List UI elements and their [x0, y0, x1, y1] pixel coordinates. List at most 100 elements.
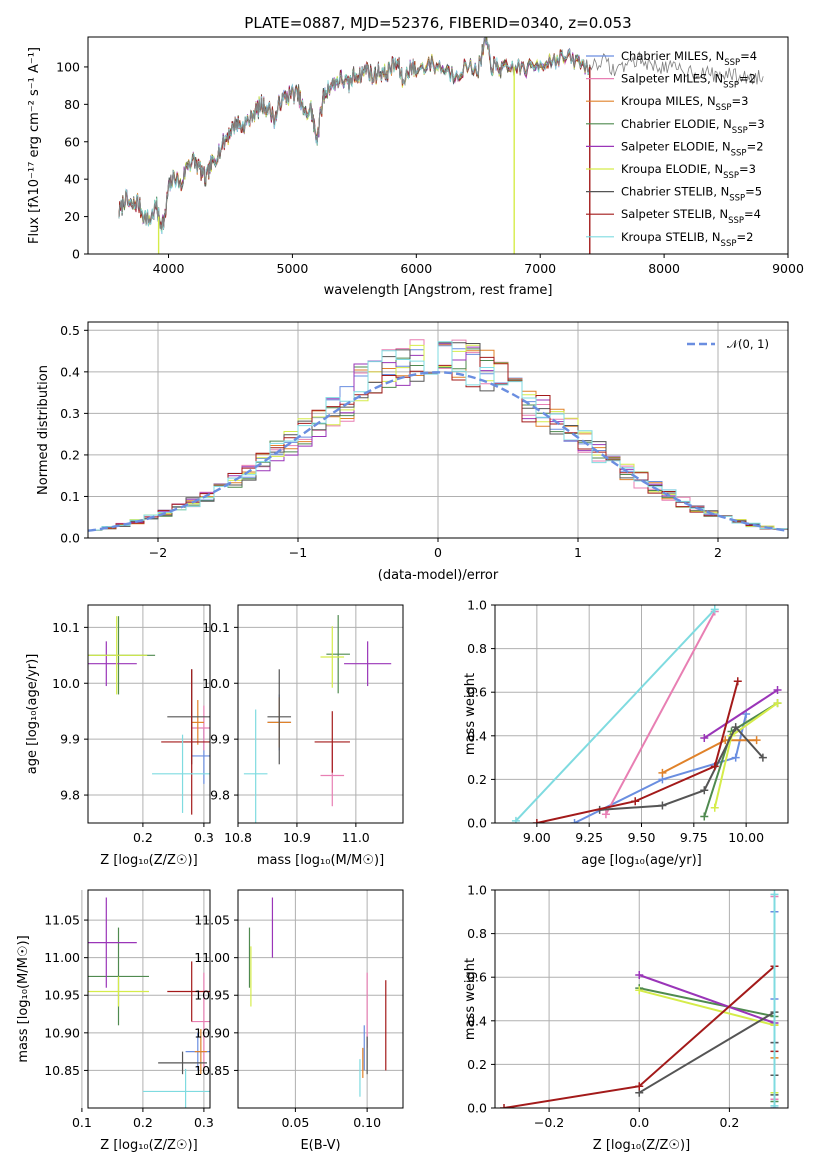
y-tick-label: 11.00	[194, 950, 230, 965]
x-axis-label: mass [log₁₀(M/M☉)]	[257, 853, 384, 868]
mass-weight-marker	[631, 797, 640, 806]
mass-weight-marker	[511, 816, 520, 823]
x-tick-label: 8000	[648, 261, 680, 276]
panel-3-axes	[234, 605, 403, 827]
y-tick-label: 10.1	[202, 620, 230, 635]
x-tick-label: 0.3	[194, 830, 214, 845]
x-tick-label: 7000	[524, 261, 556, 276]
mass-weight-line	[536, 681, 739, 823]
mass-weight-line	[515, 608, 716, 822]
mass-weight-marker	[532, 819, 541, 823]
mass-weight-marker	[500, 1104, 509, 1108]
y-axis-label: mass weight	[463, 673, 478, 755]
x-axis-label: Z [log₁₀(Z/Z☉)]	[100, 853, 197, 868]
panel-7-frame	[494, 889, 789, 1109]
errorbar-plot-6	[248, 897, 387, 1097]
errorbar-plot-2	[88, 616, 210, 815]
x-tick-label: 10.8	[224, 830, 252, 845]
x-axis-label: E(B-V)	[300, 1138, 340, 1153]
y-tick-label: 10.95	[194, 988, 230, 1003]
observed-spectrum-line	[118, 37, 764, 231]
x-tick-label: 9.00	[523, 830, 551, 845]
panel-6-frame	[237, 889, 404, 1109]
y-tick-label: 0.0	[467, 1101, 487, 1116]
mass-weight-marker	[570, 819, 579, 823]
x-tick-label: 9.50	[628, 830, 656, 845]
x-axis-label: Z [log₁₀(Z/Z☉)]	[593, 1138, 690, 1153]
y-tick-label: 11.05	[194, 913, 230, 928]
mass-weight-marker	[733, 677, 742, 686]
x-tick-label: 0.10	[353, 1115, 381, 1130]
mass-weight-marker	[731, 753, 740, 762]
errorbar-plot-3	[243, 615, 392, 823]
y-tick-label: 10.1	[52, 620, 80, 635]
x-tick-label: 10.00	[728, 830, 764, 845]
y-tick-label: 0.6	[467, 685, 487, 700]
y-axis-label: Flux [fλ10⁻¹⁷ erg cm⁻² s⁻¹ A⁻¹]	[27, 47, 42, 244]
x-tick-label: 0.2	[133, 1115, 153, 1130]
panel-2-frame	[87, 604, 211, 824]
mass-weight-marker	[770, 890, 779, 899]
x-tick-label: 5000	[277, 261, 309, 276]
mass-weight-line	[574, 713, 748, 823]
y-tick-label: 10.0	[52, 676, 80, 691]
legend-label: 𝒩(0, 1)	[727, 337, 769, 351]
y-tick-label: 10.85	[194, 1063, 230, 1078]
x-tick-label: −2	[149, 545, 167, 560]
panel-0-frame	[87, 36, 789, 255]
y-tick-label: 10.85	[44, 1063, 80, 1078]
y-tick-label: 10.95	[44, 988, 80, 1003]
y-tick-label: 0.4	[60, 364, 80, 379]
x-tick-label: 9.25	[575, 830, 603, 845]
y-tick-label: 0.8	[467, 926, 487, 941]
x-tick-label: 0.05	[281, 1115, 309, 1130]
mass-weight-marker	[752, 736, 761, 745]
mass-weight-line	[638, 974, 775, 1024]
spectrum-title: PLATE=0887, MJD=52376, FIBERID=0340, z=0…	[244, 14, 631, 32]
x-tick-label: 6000	[400, 261, 432, 276]
y-tick-label: 60	[64, 134, 80, 149]
panel-5-frame	[87, 889, 211, 1109]
mass-weight-marker	[770, 1101, 779, 1108]
mass-weight-marker	[710, 605, 719, 614]
y-tick-label: 0.5	[60, 323, 80, 338]
x-axis-label: age [log₁₀(age/yr)]	[581, 853, 702, 868]
y-tick-label: 100	[56, 59, 80, 74]
y-tick-label: 0.6	[467, 970, 487, 985]
y-tick-label: 0.4	[467, 1013, 487, 1028]
y-tick-label: 10.0	[202, 676, 230, 691]
x-tick-label: 1	[574, 545, 582, 560]
y-tick-label: 0.0	[467, 816, 487, 831]
y-tick-label: 80	[64, 97, 80, 112]
residual-histogram	[88, 341, 788, 538]
y-tick-label: 11.05	[44, 913, 80, 928]
x-tick-label: 0.3	[194, 1115, 214, 1130]
y-tick-label: 11.00	[44, 950, 80, 965]
weight-plot-7	[500, 890, 779, 1108]
x-tick-label: −1	[289, 545, 307, 560]
y-tick-label: 40	[64, 172, 80, 187]
mass-weight-marker	[635, 1082, 644, 1091]
mass-weight-marker	[773, 686, 782, 695]
y-tick-label: 0.2	[60, 447, 80, 462]
y-axis-label: mass weight	[463, 958, 478, 1040]
y-tick-label: 0.3	[60, 406, 80, 421]
y-axis-label: age [log₁₀(age/yr)]	[25, 654, 40, 775]
panel-0-axes	[84, 66, 789, 258]
mass-weight-marker	[700, 733, 709, 742]
x-tick-label: 10.9	[283, 830, 311, 845]
x-tick-label: 0.2	[133, 830, 153, 845]
mass-weight-marker	[635, 971, 644, 980]
y-tick-label: 9.9	[210, 732, 230, 747]
panel-3-frame	[237, 604, 404, 824]
mass-weight-marker	[731, 723, 740, 732]
panel-4-frame	[494, 604, 789, 824]
mass-weight-marker	[710, 803, 719, 812]
gaussian-curve	[88, 371, 788, 532]
y-tick-label: 9.8	[60, 788, 80, 803]
x-tick-label: 0.1	[72, 1115, 92, 1130]
y-axis-label: Normed distribution	[36, 365, 51, 495]
y-tick-label: 0.2	[467, 772, 487, 787]
mass-weight-marker	[758, 753, 767, 762]
